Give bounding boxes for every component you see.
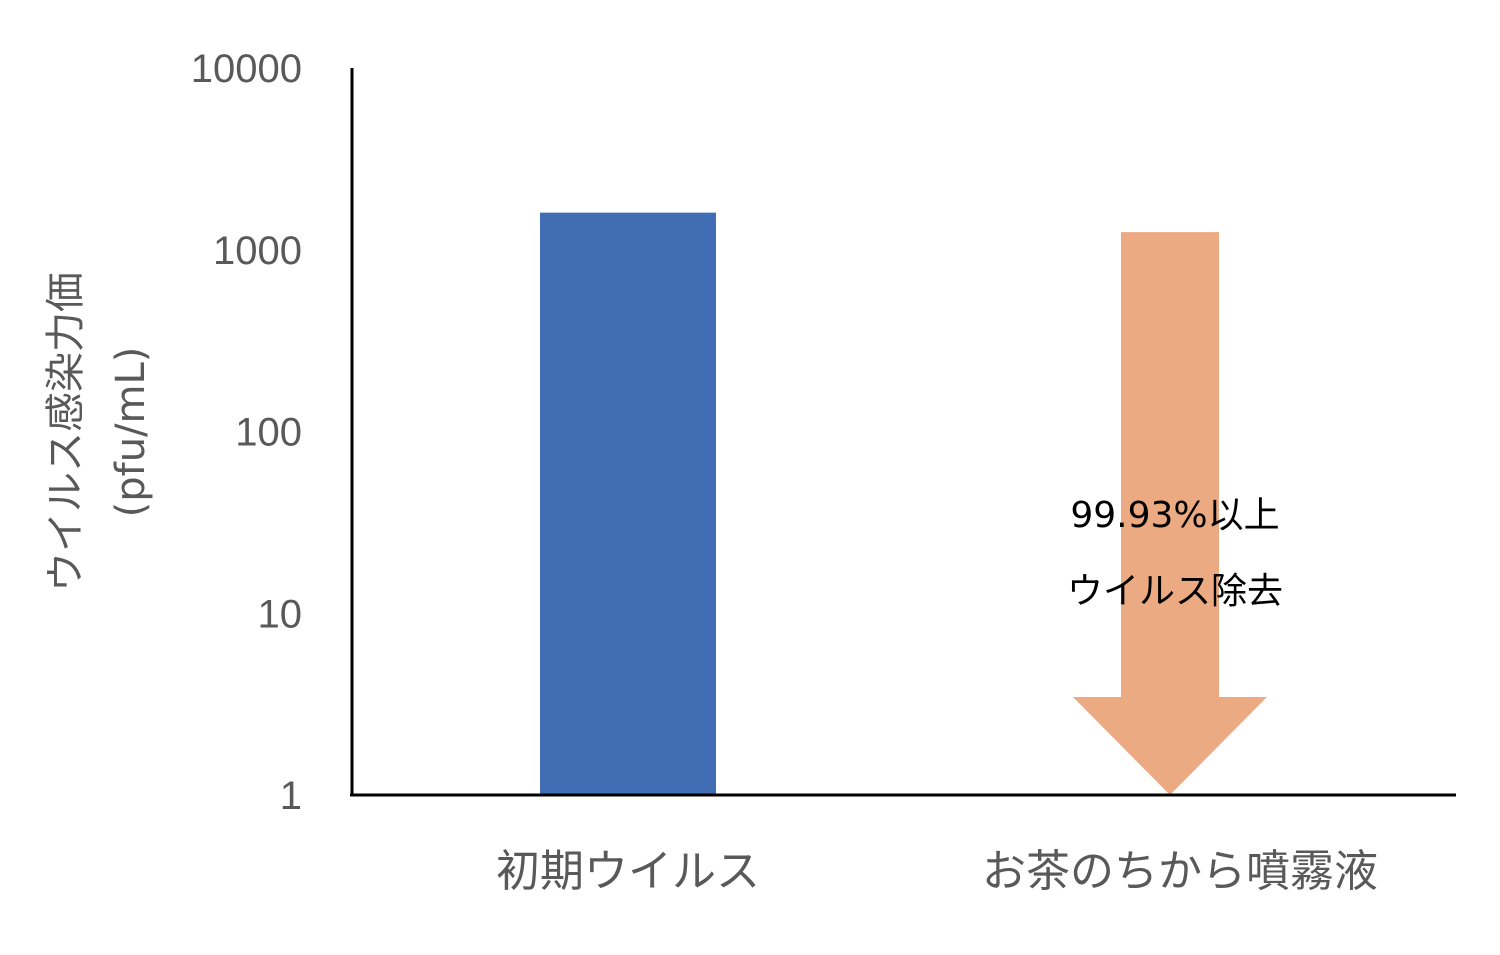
reduction-arrow-group bbox=[1073, 232, 1267, 796]
y-axis-label: ウイルス感染力価 (pfu/mL) bbox=[43, 272, 154, 592]
y-axis-label-line2: (pfu/mL) bbox=[108, 347, 154, 518]
y-tick-label: 100 bbox=[235, 411, 302, 455]
y-tick-label: 1000 bbox=[213, 229, 302, 273]
x-category-label: 初期ウイルス bbox=[496, 846, 760, 897]
y-tick-label: 1 bbox=[280, 774, 302, 818]
annotation-removal: ウイルス除去 bbox=[1067, 571, 1283, 612]
arrow-annotation: 99.93%以上 ウイルス除去 bbox=[1067, 495, 1283, 612]
y-axis-label-line1: ウイルス感染力価 bbox=[43, 272, 89, 592]
y-tick-label: 10 bbox=[258, 592, 303, 636]
y-tick-label: 10000 bbox=[191, 47, 302, 91]
x-category-label: お茶のちから噴霧液 bbox=[982, 846, 1378, 897]
category-labels: 初期ウイルス お茶のちから噴霧液 bbox=[496, 846, 1378, 897]
bar bbox=[540, 212, 716, 796]
annotation-percentage: 99.93%以上 bbox=[1070, 495, 1279, 536]
bars bbox=[540, 212, 716, 796]
y-tick-labels: 1 10 100 1000 10000 bbox=[191, 47, 302, 818]
reduction-arrow bbox=[1073, 232, 1267, 796]
